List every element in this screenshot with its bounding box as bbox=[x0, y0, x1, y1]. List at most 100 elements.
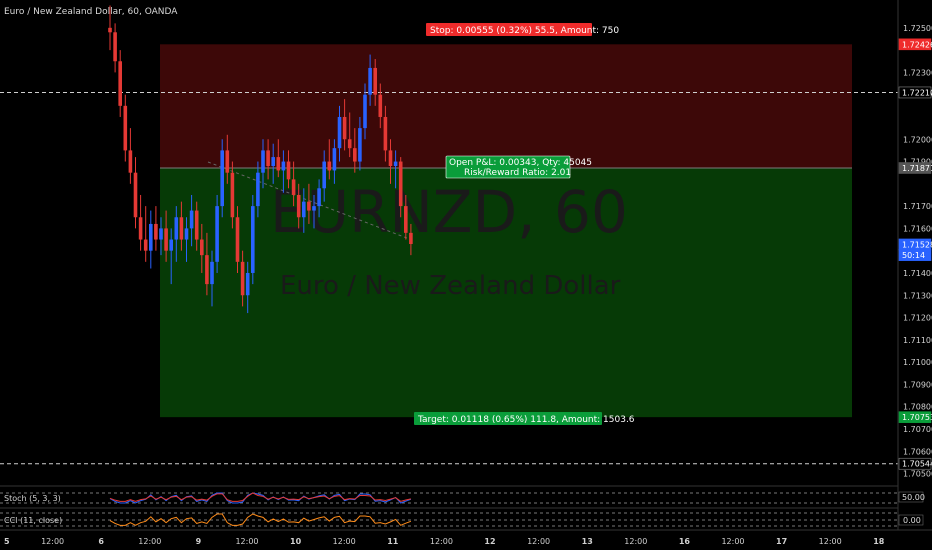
candle-body bbox=[133, 172, 138, 218]
price-tick: 1.71600 bbox=[903, 224, 932, 233]
candle-body bbox=[251, 206, 255, 273]
candle-body bbox=[296, 194, 301, 218]
candle-body bbox=[128, 150, 133, 173]
price-tag-label: 1.72426 bbox=[902, 40, 932, 49]
stop-label: Stop: 0.00555 (0.32%) 55.5, Amount: 750 bbox=[430, 26, 619, 36]
candle-body bbox=[281, 161, 286, 171]
candle-body bbox=[409, 232, 413, 244]
price-tag-label: 50:14 bbox=[902, 251, 925, 260]
candle-body bbox=[118, 61, 122, 106]
time-tick: 11 bbox=[387, 537, 399, 546]
time-tick: 12:00 bbox=[430, 537, 453, 546]
candle-body bbox=[194, 210, 199, 240]
candle-body bbox=[307, 201, 311, 211]
candle-body bbox=[210, 261, 214, 285]
stop-zone[interactable] bbox=[160, 44, 852, 169]
price-tags: 1.72426 1.72210 1.71871 1.71528 50:14 1.70753… bbox=[898, 38, 932, 470]
price-tag bbox=[898, 86, 932, 99]
price-tick: 1.70900 bbox=[903, 380, 932, 389]
candle-body bbox=[322, 161, 326, 189]
price-tick: 1.71700 bbox=[903, 202, 932, 211]
price-tick: 1.70700 bbox=[903, 425, 932, 434]
time-tick: 12 bbox=[484, 537, 495, 546]
candle-body bbox=[230, 172, 235, 218]
stoch-label: Stoch (5, 3, 3) bbox=[4, 494, 61, 503]
time-tick: 12:00 bbox=[624, 537, 647, 546]
candle-body bbox=[358, 128, 362, 162]
price-tick: 1.71400 bbox=[903, 269, 932, 278]
price-tick: 1.72300 bbox=[903, 68, 932, 77]
candle-body bbox=[312, 206, 316, 211]
watermark-name: Euro / New Zealand Dollar bbox=[280, 271, 621, 301]
time-tick: 10 bbox=[290, 537, 302, 546]
candle-body bbox=[179, 217, 184, 240]
time-tick: 18 bbox=[873, 537, 885, 546]
horizontal-lines bbox=[0, 91, 898, 465]
candle-body bbox=[266, 150, 270, 166]
price-tick: 1.71300 bbox=[903, 291, 932, 300]
price-tick: 1.71000 bbox=[903, 358, 932, 367]
candle-body bbox=[276, 157, 281, 171]
candle-body bbox=[383, 116, 388, 151]
candle-body bbox=[353, 148, 357, 162]
candle-body bbox=[174, 217, 179, 240]
candle-body bbox=[373, 67, 377, 95]
cci-pane: CCI (11, close) 0.00 bbox=[0, 512, 924, 527]
candle-body bbox=[393, 161, 398, 166]
candle-body bbox=[215, 206, 219, 262]
time-tick: 12:00 bbox=[41, 537, 64, 546]
candle-body bbox=[220, 150, 224, 207]
price-tick: 1.71900 bbox=[903, 158, 932, 167]
pnl-label-box[interactable]: Open P&L: 0.00343, Qty: 45045 Risk/Rewar… bbox=[445, 155, 592, 179]
price-tag bbox=[898, 162, 932, 174]
price-tick: 1.71100 bbox=[903, 336, 932, 345]
pnl-projection-line bbox=[207, 161, 413, 241]
candle-body bbox=[169, 239, 173, 251]
time-tick: 12:00 bbox=[721, 537, 744, 546]
candle-body bbox=[398, 161, 403, 207]
candle-body bbox=[261, 150, 265, 173]
stop-label-box[interactable]: Stop: 0.00555 (0.32%) 55.5, Amount: 750 bbox=[426, 23, 619, 36]
candle-body bbox=[256, 172, 260, 207]
price-tick: 1.70600 bbox=[903, 447, 932, 456]
price-tag bbox=[898, 249, 932, 261]
price-tag-label: 1.71528 bbox=[902, 240, 932, 249]
price-tick: 1.70800 bbox=[903, 403, 932, 412]
candle-body bbox=[113, 32, 117, 62]
candle-body bbox=[302, 201, 306, 218]
time-tick: 5 bbox=[4, 537, 10, 546]
candle-body bbox=[225, 150, 230, 173]
target-label-box[interactable]: Target: 0.01118 (0.65%) 111.8, Amount: 1… bbox=[414, 412, 635, 425]
target-zone[interactable] bbox=[160, 168, 852, 418]
price-tick: 1.72500 bbox=[903, 24, 932, 33]
candle-body bbox=[327, 161, 332, 171]
watermark-symbol: EURNZD, 60 bbox=[270, 178, 628, 246]
candle-body bbox=[404, 206, 408, 233]
candle-body bbox=[368, 67, 372, 95]
candle-body bbox=[200, 239, 204, 256]
candle-body bbox=[317, 188, 321, 207]
price-tag-label: 1.70544 bbox=[902, 460, 932, 469]
time-tick: 12:00 bbox=[138, 537, 161, 546]
time-tick: 17 bbox=[776, 537, 787, 546]
candle-body bbox=[205, 255, 209, 285]
candle-body bbox=[108, 27, 112, 33]
candle-body bbox=[271, 157, 275, 166]
candle-body bbox=[159, 228, 163, 240]
time-tick: 12:00 bbox=[333, 537, 356, 546]
candle-body bbox=[123, 105, 128, 151]
price-tick: 1.71200 bbox=[903, 314, 932, 323]
time-tick: 12:00 bbox=[235, 537, 258, 546]
time-tick: 6 bbox=[98, 537, 104, 546]
candle-body bbox=[347, 139, 352, 149]
chart-title: Euro / New Zealand Dollar, 60, OANDA bbox=[4, 7, 178, 17]
candle-body bbox=[291, 179, 296, 195]
pnl-label: Open P&L: 0.00343, Qty: 45045 bbox=[449, 158, 592, 168]
candle-body bbox=[378, 94, 383, 117]
price-tag-label: 1.72210 bbox=[902, 88, 932, 97]
time-tick: 12:00 bbox=[527, 537, 550, 546]
price-tick: 1.70500 bbox=[903, 470, 932, 479]
cci-value: 0.00 bbox=[903, 516, 921, 525]
time-axis[interactable]: 5 12:00 6 12:00 9 12:00 10 12:00 11 12:00 12 12:00 1… bbox=[4, 537, 885, 546]
